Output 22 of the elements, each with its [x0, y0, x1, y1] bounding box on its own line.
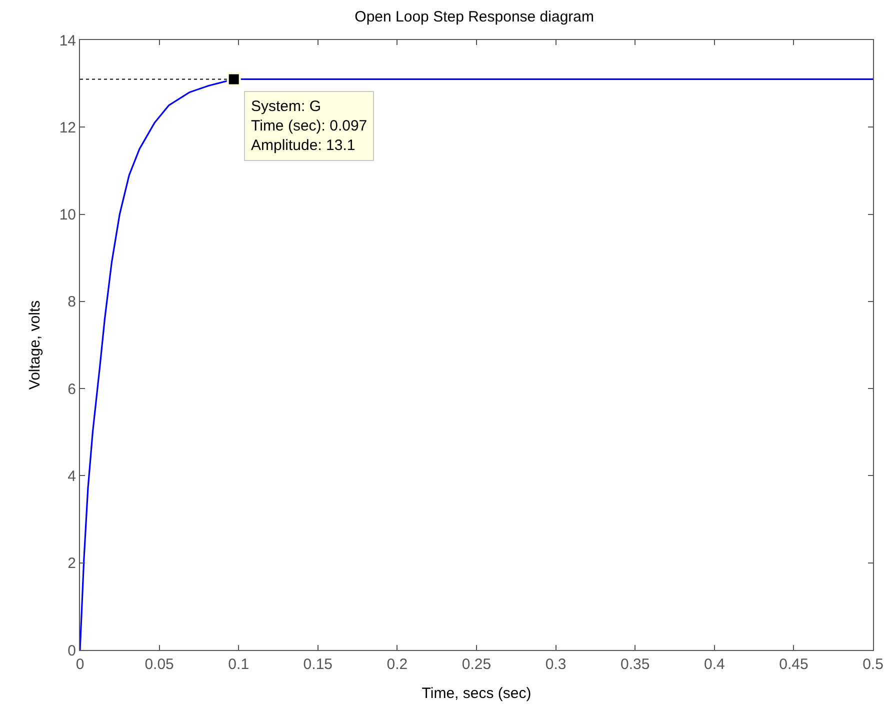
y-tick-label: 4 — [68, 468, 76, 485]
x-tick-label: 0.15 — [303, 656, 332, 673]
x-tick-label: 0.2 — [386, 656, 408, 673]
x-tick-label: 0.5 — [862, 656, 884, 673]
y-tick-label: 6 — [68, 380, 76, 398]
chart-title: Open Loop Step Response diagram — [354, 8, 594, 26]
x-tick-label: 0.45 — [779, 656, 808, 673]
x-tick-label: 0.35 — [620, 656, 650, 673]
x-tick-label: 0.3 — [545, 656, 566, 673]
y-tick-label: 12 — [59, 119, 76, 136]
x-axis-title: Time, secs (sec) — [422, 685, 532, 702]
y-tick-label: 8 — [68, 294, 76, 311]
y-tick-label: 10 — [59, 206, 76, 224]
y-tick-label: 2 — [68, 555, 76, 572]
annotation: System: G Time (sec): 0.097 Amplitude: 13.1 — [251, 98, 368, 154]
x-tick-label: 0.4 — [704, 656, 725, 673]
x-tick-label: 0.1 — [228, 656, 250, 673]
x-tick-label: 0.25 — [462, 656, 492, 673]
y-tick-label: 0 — [68, 642, 76, 660]
x-tick-label: 0.05 — [144, 656, 174, 673]
y-axis-title: Voltage, volts — [26, 300, 44, 390]
y-tick-label: 14 — [59, 32, 76, 50]
